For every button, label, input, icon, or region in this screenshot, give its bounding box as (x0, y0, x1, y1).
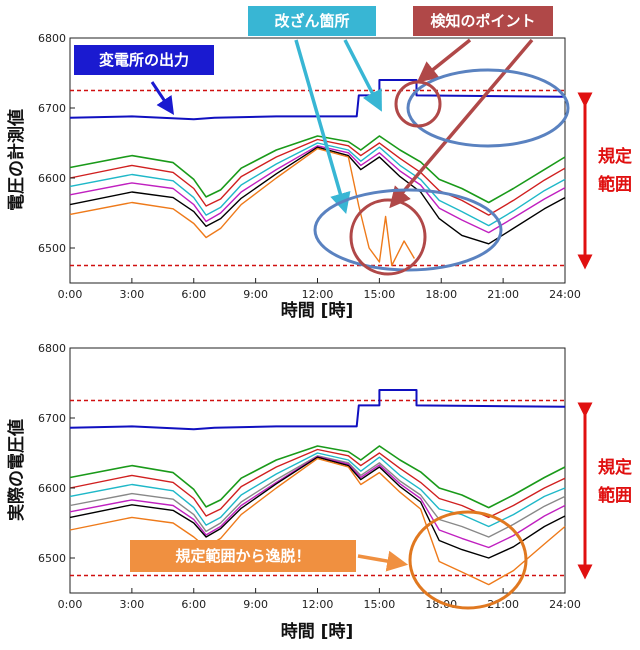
series-line-2 (69, 445, 566, 509)
range-label-line1: 規定 (598, 146, 632, 167)
annotation-arrow-tamper-1 (343, 39, 382, 112)
x-tick-label: 15:00 (364, 288, 396, 301)
annotation-arrow-tamper-2 (294, 39, 351, 215)
y-tick-label: 6500 (38, 552, 66, 565)
series-line-3 (69, 138, 566, 216)
highlight-circle-bottom (349, 198, 427, 276)
highlight-ellipse-top (406, 68, 570, 148)
x-tick-label: 24:00 (549, 288, 581, 301)
series-group (69, 389, 566, 586)
chart-1: 6500 6600 6700 6800 0:00 3:00 6:00 9:00 12:00 15… (6, 6, 632, 321)
series-line-4 (69, 142, 566, 227)
series-line-5 (69, 455, 566, 538)
highlight-ellipse-bottom (313, 188, 503, 272)
highlight-circle-top (394, 80, 442, 128)
x-tick-label: 0:00 (58, 288, 83, 301)
y-tick-label: 6600 (38, 482, 66, 495)
x-tick-label: 21:00 (487, 288, 519, 301)
limit-lines (70, 399, 565, 577)
annotation-box-deviation (130, 540, 356, 572)
annotation-substation-output: 変電所の出力 (99, 51, 189, 69)
y-tick-label: 6600 (38, 172, 66, 185)
y-axis-label: 電圧の計測値 (6, 109, 27, 211)
series-line-3 (69, 448, 566, 519)
series-line-1 (69, 389, 566, 431)
x-tick-label: 3:00 (120, 598, 145, 611)
series-group (69, 79, 566, 267)
series-line-6 (69, 146, 566, 245)
range-label-line1: 規定 (598, 457, 632, 478)
annotation-tamper-location: 改ざん箇所 (274, 12, 349, 30)
x-tick-label: 18:00 (425, 598, 457, 611)
annotation-arrow-deviation (357, 550, 409, 572)
y-tick-label: 6800 (38, 32, 66, 45)
x-tick-label: 12:00 (302, 598, 334, 611)
annotation-box-substation (74, 45, 214, 75)
series-line-5 (69, 145, 566, 234)
annotation-detection-point: 検知のポイント (430, 12, 535, 30)
series-line-2 (69, 135, 566, 204)
x-axis-label: 時間 [時] (281, 300, 353, 321)
x-tick-label: 24:00 (549, 598, 581, 611)
y-tick-label: 6500 (38, 242, 66, 255)
range-label-line2: 範囲 (598, 485, 632, 506)
x-tick-label: 15:00 (364, 598, 396, 611)
series-line-7 (69, 147, 416, 267)
x-tick-label: 12:00 (302, 288, 334, 301)
y-tick-label: 6700 (38, 412, 66, 425)
y-ticks: 6500 6600 6700 6800 (38, 32, 75, 255)
range-label-line2: 範囲 (598, 174, 632, 195)
x-ticks: 0:00 3:00 6:00 9:00 12:00 15:00 18:00 21:00 24:0… (58, 278, 581, 301)
x-tick-label: 6:00 (181, 598, 206, 611)
chart-2: 6500 6600 6700 6800 0:00 3:00 6:00 9:00 12:00 15… (6, 342, 632, 642)
series-line-7 (69, 456, 566, 559)
annotation-arrow-detect-1 (416, 38, 472, 83)
x-tick-label: 0:00 (58, 598, 83, 611)
y-tick-label: 6700 (38, 102, 66, 115)
x-tick-label: 9:00 (243, 598, 268, 611)
y-axis-label: 実際の電圧値 (6, 419, 27, 521)
y-tick-label: 6800 (38, 342, 66, 355)
annotation-out-of-range: 規定範囲から逸脱！ (175, 547, 310, 565)
annotation-box-detect (413, 6, 553, 36)
annotation-arrow-detect-2 (389, 38, 534, 209)
annotation-arrow-substation (150, 81, 174, 115)
highlight-ellipse-deviation (408, 510, 528, 610)
x-tick-label: 6:00 (181, 288, 206, 301)
series-line-4 (69, 452, 566, 528)
y-ticks: 6500 6600 6700 6800 (38, 342, 75, 565)
series-line-8 (69, 457, 566, 586)
series-line-6 (69, 455, 566, 549)
x-tick-label: 9:00 (243, 288, 268, 301)
x-ticks: 0:00 3:00 6:00 9:00 12:00 15:00 18:00 21:00 24:0… (58, 588, 581, 611)
x-tick-label: 3:00 (120, 288, 145, 301)
x-tick-label: 18:00 (425, 288, 457, 301)
limit-lines (70, 89, 565, 267)
x-axis-label: 時間 [時] (281, 621, 353, 642)
annotation-box-tamper (248, 6, 376, 36)
